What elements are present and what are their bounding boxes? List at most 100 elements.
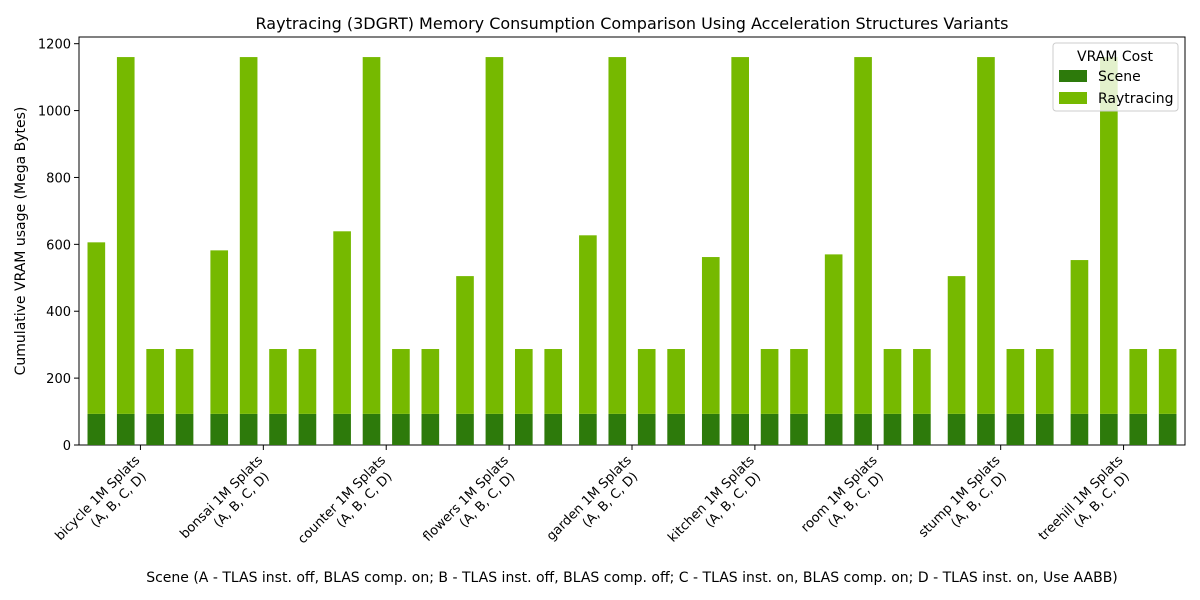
bar-scene-4-c (637, 413, 656, 445)
bar-raytracing-2-d (421, 349, 440, 414)
bar-raytracing-5-b (731, 57, 749, 414)
y-tick-label: 400 (46, 305, 71, 320)
y-axis: 0 200 400 600 800 1000 1200 (38, 38, 79, 454)
y-tick-label: 0 (63, 439, 71, 454)
bar-scene-3-b (485, 413, 504, 445)
bar-scene-8-d (1158, 413, 1177, 445)
y-tick-label: 1200 (38, 38, 71, 53)
bar-raytracing-5-c (760, 349, 779, 414)
legend: VRAM Cost Scene Raytracing (1052, 42, 1179, 112)
bar-raytracing-6-d (913, 349, 931, 414)
bar-scene-6-b (854, 413, 872, 445)
bar-scene-7-b (977, 413, 995, 445)
bar-scene-7-d (1035, 413, 1054, 445)
chart-title: Raytracing (3DGRT) Memory Consumption Co… (256, 14, 1009, 33)
legend-swatch-raytracing (1059, 92, 1087, 104)
bar-raytracing-3-c (514, 349, 533, 414)
bar-raytracing-6-a (824, 254, 843, 414)
y-tick-label: 600 (46, 238, 71, 253)
bar-scene-0-b (116, 413, 135, 445)
bar-scene-7-c (1006, 413, 1025, 445)
bar-raytracing-1-b (239, 57, 258, 414)
bar-raytracing-0-d (175, 349, 194, 414)
x-tick-label: bicycle 1M Splats(A, B, C, D) (53, 453, 150, 544)
legend-label-raytracing: Raytracing (1098, 91, 1173, 107)
bar-raytracing-7-d (1035, 349, 1054, 414)
x-tick-label: treehill 1M Splats(A, B, C, D) (1036, 453, 1133, 544)
bar-raytracing-4-c (637, 349, 656, 414)
bar-scene-3-a (456, 413, 474, 445)
bar-scene-4-d (667, 413, 685, 445)
bar-scene-4-b (608, 413, 627, 445)
bar-scene-1-b (239, 413, 258, 445)
bar-scene-5-b (731, 413, 749, 445)
bar-scene-2-b (362, 413, 381, 445)
bar-scene-6-c (883, 413, 902, 445)
bar-scene-7-a (947, 413, 966, 445)
x-tick-label: bonsai 1M Splats(A, B, C, D) (177, 453, 272, 542)
bar-raytracing-3-a (456, 276, 474, 414)
bar-scene-2-a (333, 413, 351, 445)
bar-raytracing-2-c (392, 349, 410, 414)
legend-label-scene: Scene (1098, 69, 1141, 85)
bar-raytracing-8-d (1158, 349, 1177, 414)
y-tick-label: 800 (46, 171, 71, 186)
bar-raytracing-4-d (667, 349, 685, 414)
bar-scene-6-a (824, 413, 843, 445)
x-tick-label: counter 1M Splats(A, B, C, D) (295, 453, 395, 547)
bar-raytracing-3-b (485, 57, 504, 414)
bar-scene-8-b (1100, 413, 1118, 445)
x-tick-label: stump 1M Splats(A, B, C, D) (916, 453, 1010, 541)
bar-raytracing-7-a (947, 276, 966, 414)
bar-raytracing-1-a (210, 250, 229, 414)
bar-raytracing-5-a (701, 257, 720, 414)
legend-title: VRAM Cost (1077, 49, 1153, 65)
bar-scene-0-d (175, 413, 194, 445)
x-tick-label: garden 1M Splats(A, B, C, D) (544, 453, 641, 544)
bar-raytracing-2-b (362, 57, 381, 414)
bar-raytracing-4-a (579, 235, 597, 414)
bar-scene-5-a (701, 413, 720, 445)
x-axis-label: Scene (A - TLAS inst. off, BLAS comp. on… (146, 570, 1118, 586)
bar-scene-5-c (760, 413, 779, 445)
bar-raytracing-0-c (146, 349, 164, 414)
x-tick-label: kitchen 1M Splats(A, B, C, D) (665, 453, 764, 545)
y-axis-label: Cumulative VRAM usage (Mega Bytes) (13, 107, 29, 376)
legend-swatch-scene (1059, 70, 1087, 82)
bar-raytracing-8-b (1100, 57, 1118, 414)
bar-raytracing-1-c (269, 349, 287, 414)
bar-scene-1-d (298, 413, 317, 445)
bar-scene-3-d (544, 413, 563, 445)
bar-raytracing-6-b (854, 57, 872, 414)
x-tick-label: flowers 1M Splats(A, B, C, D) (420, 453, 518, 545)
bar-raytracing-0-a (87, 242, 106, 414)
bar-raytracing-7-b (977, 57, 995, 414)
bar-raytracing-4-b (608, 57, 627, 414)
bar-scene-2-d (421, 413, 440, 445)
bar-scene-2-c (392, 413, 410, 445)
bar-scene-1-a (210, 413, 229, 445)
bars (87, 57, 1177, 445)
bar-raytracing-0-b (116, 57, 135, 414)
bar-scene-8-c (1129, 413, 1148, 445)
bar-scene-3-c (514, 413, 533, 445)
bar-raytracing-8-a (1070, 260, 1089, 414)
bar-raytracing-1-d (298, 349, 317, 414)
bar-scene-8-a (1070, 413, 1089, 445)
y-tick-label: 200 (46, 372, 71, 387)
bar-raytracing-6-c (883, 349, 902, 414)
bar-scene-1-c (269, 413, 287, 445)
x-tick-label: room 1M Splats(A, B, C, D) (798, 453, 887, 535)
bar-scene-0-c (146, 413, 164, 445)
y-tick-label: 1000 (38, 105, 71, 120)
bar-raytracing-2-a (333, 231, 351, 414)
bar-scene-6-d (913, 413, 931, 445)
bar-raytracing-3-d (544, 349, 563, 414)
bar-raytracing-5-d (790, 349, 808, 414)
bar-scene-5-d (790, 413, 808, 445)
bar-scene-4-a (579, 413, 597, 445)
bar-raytracing-8-c (1129, 349, 1148, 414)
bar-scene-0-a (87, 413, 106, 445)
bar-raytracing-7-c (1006, 349, 1025, 414)
